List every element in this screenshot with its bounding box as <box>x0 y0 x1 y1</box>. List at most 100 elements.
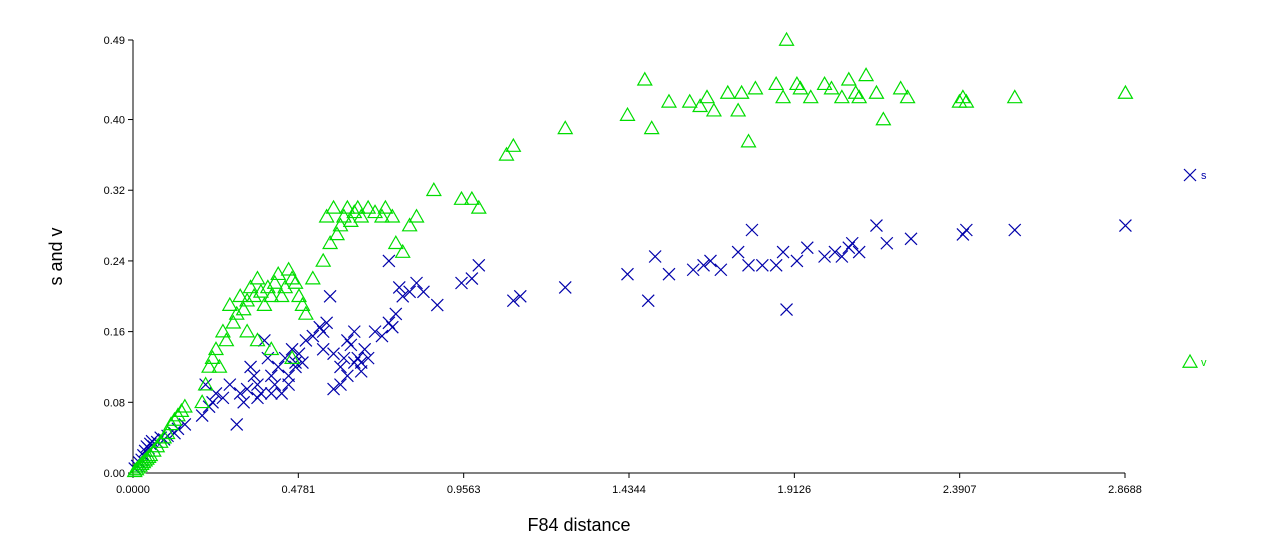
point-s <box>776 245 790 259</box>
point-v <box>747 80 764 95</box>
point-v <box>394 243 411 258</box>
point-v <box>660 93 678 108</box>
y-tick-label: 0.00 <box>104 468 125 480</box>
point-s <box>316 325 330 339</box>
point-s <box>264 369 278 383</box>
y-tick-label: 0.24 <box>104 256 125 268</box>
point-v <box>342 212 359 228</box>
point-v <box>373 208 391 223</box>
point-s <box>340 369 354 383</box>
point-s <box>1008 223 1022 237</box>
point-s <box>392 281 406 294</box>
point-v <box>453 190 470 205</box>
point-v <box>463 190 480 205</box>
point-s <box>358 342 372 356</box>
series-s <box>128 219 1132 476</box>
legend-label-s: s <box>1201 170 1207 182</box>
point-v <box>239 292 256 307</box>
point-s <box>852 245 866 259</box>
point-v <box>145 442 162 457</box>
point-s <box>506 294 520 308</box>
point-v <box>377 199 394 214</box>
series-layer <box>126 31 1134 478</box>
point-v <box>225 314 242 329</box>
x-axis-title: F84 distance <box>527 515 630 535</box>
point-s <box>382 254 396 268</box>
point-v <box>290 288 308 303</box>
point-v <box>505 137 522 152</box>
x-ticks: 0.0000 0.4781 0.9563 1.4344 1.9126 2.3907 2.86… <box>116 473 1142 496</box>
point-v <box>211 358 228 373</box>
point-v <box>284 349 301 364</box>
point-v <box>636 71 653 86</box>
point-v <box>232 288 249 303</box>
point-s <box>354 364 368 378</box>
point-v <box>353 208 370 223</box>
point-v <box>802 89 819 104</box>
point-s <box>306 329 320 343</box>
point-s <box>430 298 444 312</box>
point-v <box>816 75 833 91</box>
point-v <box>142 447 159 462</box>
point-v <box>156 429 173 444</box>
y-tick-label: 0.08 <box>104 397 125 409</box>
point-v <box>833 89 850 104</box>
point-s <box>465 272 479 286</box>
point-s <box>223 378 237 392</box>
point-v <box>619 106 636 121</box>
point-s <box>880 236 894 250</box>
point-s <box>714 263 728 277</box>
point-v <box>847 84 864 99</box>
point-s <box>334 378 347 392</box>
point-s <box>790 254 804 268</box>
point-v <box>173 402 190 417</box>
point-v <box>249 270 266 285</box>
point-v <box>218 332 235 347</box>
point-s <box>417 285 430 299</box>
point-v <box>823 80 840 95</box>
point-s <box>251 391 264 405</box>
point-s <box>327 382 340 396</box>
point-v <box>384 208 401 223</box>
point-s <box>769 258 783 272</box>
point-v <box>470 199 487 214</box>
point-v <box>273 288 290 303</box>
point-v <box>287 274 304 289</box>
point-v <box>339 199 356 214</box>
point-v <box>239 323 256 338</box>
point-s <box>275 387 289 400</box>
x-tick-label: 0.0000 <box>116 484 150 496</box>
point-s <box>818 250 832 263</box>
point-s <box>742 258 755 272</box>
point-s <box>145 434 159 448</box>
point-s <box>347 356 361 369</box>
point-v <box>207 341 225 356</box>
point-s <box>244 360 257 374</box>
point-s <box>268 378 282 392</box>
point-s <box>216 391 230 405</box>
point-v <box>332 217 349 232</box>
point-v <box>131 457 148 472</box>
point-s <box>704 254 717 268</box>
point-v <box>740 133 757 148</box>
legend-entry-s: s <box>1183 168 1207 182</box>
point-s <box>282 378 296 392</box>
point-v <box>280 261 297 276</box>
point-v <box>692 98 709 113</box>
x-tick-label: 1.9126 <box>778 484 812 496</box>
point-v <box>304 270 321 285</box>
point-v <box>958 93 975 108</box>
point-s <box>800 241 814 255</box>
point-s <box>410 276 423 290</box>
point-v <box>775 89 792 104</box>
point-v <box>643 120 660 135</box>
point-s <box>292 347 306 361</box>
point-s <box>828 245 842 259</box>
point-v <box>221 296 238 311</box>
point-v <box>263 341 280 356</box>
point-s <box>240 382 254 396</box>
point-v <box>197 376 214 391</box>
point-v <box>228 305 245 320</box>
point-v <box>252 283 269 298</box>
point-v <box>367 204 384 219</box>
